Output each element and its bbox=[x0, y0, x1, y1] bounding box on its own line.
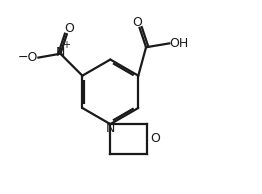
Text: N: N bbox=[56, 46, 65, 59]
Text: N: N bbox=[106, 122, 115, 135]
Text: O: O bbox=[133, 16, 143, 29]
Text: +: + bbox=[62, 40, 70, 50]
Text: O: O bbox=[150, 133, 160, 146]
Text: O: O bbox=[64, 22, 74, 35]
Text: −O: −O bbox=[17, 51, 38, 64]
Text: OH: OH bbox=[170, 37, 189, 50]
